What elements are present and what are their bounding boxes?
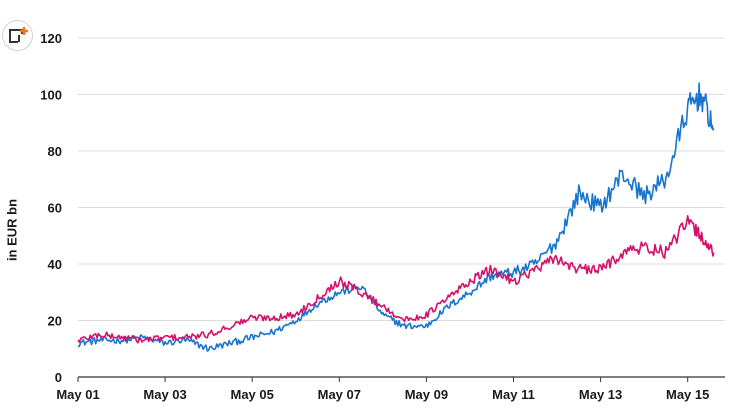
series-line-1: [77, 82, 715, 352]
y-tick-label: 80: [48, 144, 62, 159]
x-tick-label: May 05: [231, 387, 274, 402]
y-axis-label: in EUR bn: [4, 198, 20, 262]
x-tick-label: May 09: [405, 387, 448, 402]
add-to-dashboard-icon: [9, 27, 28, 43]
y-tick-label: 60: [48, 201, 62, 216]
y-tick-label: 0: [55, 370, 62, 385]
add-to-dashboard-button[interactable]: [2, 20, 33, 51]
x-tick-label: May 13: [579, 387, 622, 402]
y-tick-label: 20: [48, 314, 62, 329]
x-tick-label: May 01: [56, 387, 99, 402]
y-tick-label: 100: [40, 88, 62, 103]
x-tick-label: May 03: [143, 387, 186, 402]
y-tick-label: 120: [40, 31, 62, 46]
x-tick-label: May 15: [666, 387, 709, 402]
x-tick-label: May 07: [318, 387, 361, 402]
y-tick-label: 40: [48, 257, 62, 272]
series-line-2: [77, 215, 715, 344]
x-tick-label: May 11: [492, 387, 535, 402]
